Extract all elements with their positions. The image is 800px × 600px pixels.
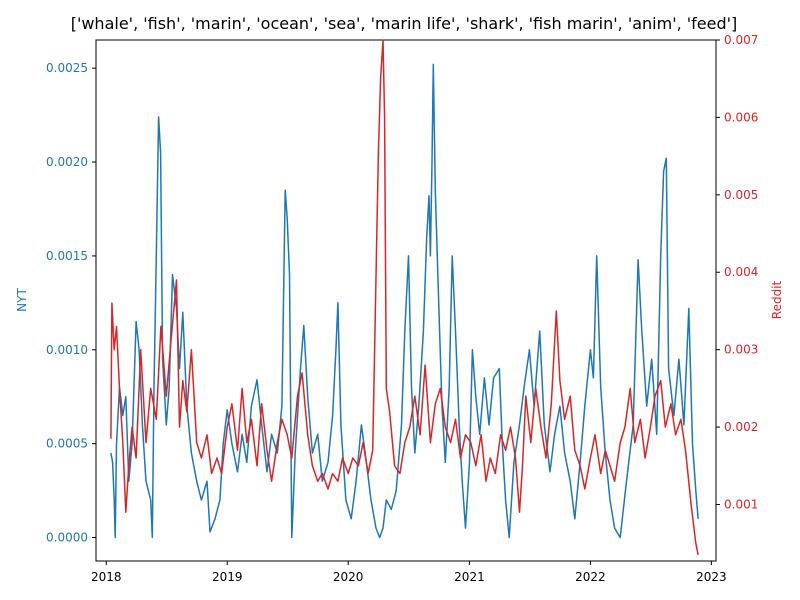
reddit-series-line — [110, 39, 699, 555]
x-tick-label: 2018 — [91, 570, 122, 584]
plot-frame — [95, 39, 717, 562]
reddit-series-group — [110, 39, 699, 555]
y-axis-left-label: NYT — [15, 288, 29, 312]
x-tick-label: 2023 — [696, 570, 727, 584]
y-axis-left: 0.0000 0.0005 0.0010 0.0015 0.0020 0.0025 — [46, 61, 96, 545]
y-left-tick-label: 0.0000 — [46, 531, 88, 545]
x-tick-label: 2019 — [212, 570, 243, 584]
y-left-tick-label: 0.0020 — [46, 155, 88, 169]
x-tick-label: 2022 — [575, 570, 606, 584]
y-right-tick-label: 0.002 — [724, 420, 758, 434]
chart-title: ['whale', 'fish', 'marin', 'ocean', 'sea… — [71, 14, 738, 33]
y-left-tick-label: 0.0015 — [46, 249, 88, 263]
y-right-tick-label: 0.007 — [724, 33, 758, 47]
x-tick-label: 2020 — [333, 570, 364, 584]
nyt-series-line — [110, 63, 699, 539]
x-tick-label: 2021 — [454, 570, 485, 584]
plot-area — [95, 39, 717, 562]
x-axis: 2018 2019 2020 2021 2022 2023 — [91, 561, 727, 584]
y-left-tick-label: 0.0005 — [46, 437, 88, 451]
nyt-series-group — [110, 63, 699, 539]
y-right-tick-label: 0.003 — [724, 343, 758, 357]
y-left-tick-label: 0.0025 — [46, 61, 88, 75]
y-axis-right: 0.001 0.002 0.003 0.004 0.005 0.006 0.007 — [716, 33, 758, 511]
y-right-tick-label: 0.006 — [724, 110, 758, 124]
y-right-tick-label: 0.001 — [724, 497, 758, 511]
y-axis-right-label: Reddit — [770, 280, 784, 319]
y-right-tick-label: 0.004 — [724, 265, 758, 279]
y-left-tick-label: 0.0010 — [46, 343, 88, 357]
y-right-tick-label: 0.005 — [724, 188, 758, 202]
